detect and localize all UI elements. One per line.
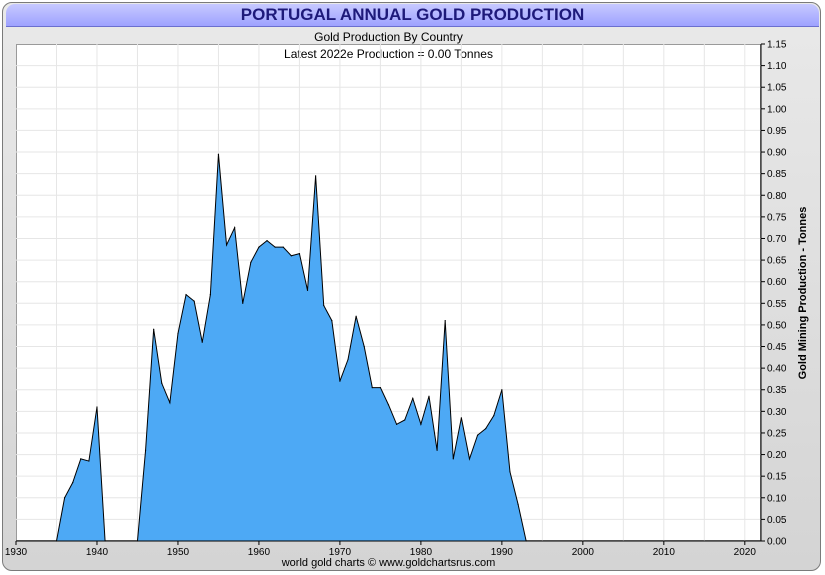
data-point: [153, 328, 155, 330]
x-axis: 1930 1940 1950 1960 1970 1980 1990 2000 2010 2020: [5, 540, 761, 558]
x-tick-label: 1930: [5, 547, 28, 558]
data-point: [201, 341, 203, 343]
y-tick-label: 0.25: [767, 428, 787, 439]
data-point: [485, 428, 487, 430]
data-point: [169, 402, 171, 404]
data-point: [298, 253, 301, 255]
data-point: [258, 246, 260, 248]
y-tick-label: 0.30: [767, 407, 787, 418]
data-point: [315, 175, 317, 177]
y-tick-label: 0.15: [767, 472, 787, 483]
data-point: [72, 482, 74, 484]
data-point: [476, 434, 479, 436]
x-tick-label: 1950: [167, 547, 190, 558]
data-point: [80, 458, 82, 460]
data-point: [290, 255, 292, 257]
data-point: [428, 395, 430, 397]
data-point: [234, 227, 236, 229]
data-point: [274, 246, 276, 248]
data-point: [96, 406, 98, 408]
data-point: [395, 423, 398, 425]
data-point: [177, 332, 179, 335]
y-tick-label: 0.40: [767, 364, 787, 375]
data-point: [88, 460, 90, 462]
y-tick-label: 0.50: [767, 320, 787, 331]
data-point: [161, 382, 163, 384]
data-point: [331, 319, 333, 322]
y-tick-label: 0.65: [767, 256, 787, 267]
y-tick-label: 1.15: [767, 40, 787, 51]
chart-title: PORTUGAL ANNUAL GOLD PRODUCTION: [6, 4, 819, 27]
data-point: [387, 404, 390, 406]
x-tick-label: 2000: [572, 547, 595, 558]
data-point: [347, 358, 349, 361]
source-credit: world gold charts © www.goldchartsrus.co…: [281, 557, 496, 569]
data-point: [306, 289, 309, 291]
latest-production-label: Latest 2022e Production = 0.00 Tonnes: [284, 47, 493, 61]
data-point: [339, 380, 341, 382]
data-point: [460, 417, 462, 419]
data-point: [363, 345, 365, 348]
data-point: [436, 449, 438, 451]
x-tick-label: 2010: [653, 547, 676, 558]
data-point: [217, 153, 220, 155]
data-point: [371, 386, 373, 389]
data-point: [517, 503, 519, 505]
y-tick-label: 0.05: [767, 515, 787, 526]
y-tick-label: 1.05: [767, 83, 787, 94]
y-tick-label: 0.10: [767, 493, 787, 504]
data-point: [209, 294, 211, 296]
data-point: [501, 389, 503, 391]
y-tick-label: 0.95: [767, 126, 787, 137]
data-point: [185, 294, 187, 296]
data-point: [509, 471, 511, 473]
y-tick-label: 1.10: [767, 61, 787, 72]
x-tick-label: 1980: [410, 547, 433, 558]
data-point: [355, 315, 357, 317]
x-tick-label: 2020: [734, 547, 757, 558]
data-point: [404, 419, 406, 421]
area-fill: [56, 407, 106, 541]
y-tick-label: 0.20: [767, 450, 787, 461]
x-tick-label: 1990: [491, 547, 514, 558]
y-tick-label: 0.80: [767, 191, 787, 202]
data-point: [379, 386, 382, 389]
data-point: [323, 304, 325, 307]
y-tick-label: 0.90: [767, 148, 787, 159]
data-point: [444, 319, 446, 322]
x-tick-label: 1940: [86, 547, 109, 558]
y-tick-label: 1.00: [767, 104, 787, 115]
data-point: [266, 240, 268, 242]
y-tick-label: 0.70: [767, 234, 787, 245]
chart-subtitle: Gold Production By Country: [314, 30, 463, 44]
data-point: [242, 302, 244, 304]
data-point: [250, 261, 252, 263]
data-point: [193, 300, 195, 302]
y-tick-label: 0.55: [767, 299, 787, 310]
y-tick-label: 0.85: [767, 169, 787, 180]
area-series: [55, 153, 527, 542]
y-axis: 0.00 0.05 0.10 0.15 0.20 0.25 0.30 0.35 0.40 0.45…: [760, 40, 787, 548]
y-tick-label: 0.75: [767, 212, 787, 223]
data-point: [282, 246, 284, 248]
x-tick-label: 1970: [329, 547, 352, 558]
data-point: [144, 449, 147, 451]
y-axis-title: Gold Mining Production - Tonnes: [797, 207, 809, 380]
x-tick-label: 1960: [248, 547, 271, 558]
y-tick-label: 0.45: [767, 342, 787, 353]
data-point: [63, 497, 66, 499]
data-point: [412, 397, 414, 399]
data-point: [225, 244, 228, 246]
area-fill: [137, 154, 527, 541]
data-point: [468, 458, 471, 460]
data-point: [420, 423, 422, 425]
y-tick-label: 0.60: [767, 277, 787, 288]
data-point: [452, 458, 454, 460]
y-tick-label: 0.00: [767, 537, 787, 548]
data-point: [493, 415, 495, 417]
y-tick-label: 0.35: [767, 385, 787, 396]
